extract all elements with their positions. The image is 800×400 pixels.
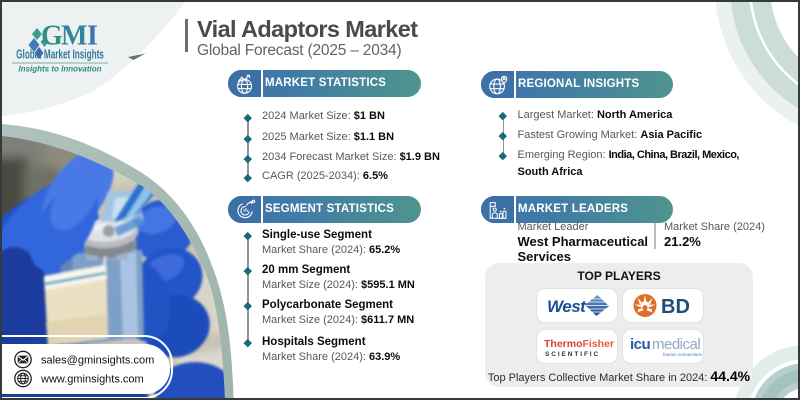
svg-text:SCIENTIFIC: SCIENTIFIC: [545, 351, 600, 358]
svg-text:M: M: [61, 21, 87, 52]
svg-text:www.gminsights.com: www.gminsights.com: [40, 374, 144, 386]
svg-text:Global Market Insights: Global Market Insights: [16, 48, 104, 62]
svg-text:G: G: [41, 21, 63, 52]
svg-text:ThermoFisher: ThermoFisher: [544, 338, 614, 350]
svg-text:sales@gminsights.com: sales@gminsights.com: [41, 355, 154, 367]
svg-text:Insights to Innovation: Insights to Innovation: [18, 65, 101, 74]
svg-text:West: West: [547, 297, 587, 316]
svg-text:I: I: [87, 21, 98, 52]
svg-text:medical: medical: [652, 336, 700, 353]
svg-text:icu: icu: [630, 336, 651, 353]
svg-text:BD: BD: [661, 296, 690, 318]
svg-text:human connections: human connections: [663, 352, 703, 357]
